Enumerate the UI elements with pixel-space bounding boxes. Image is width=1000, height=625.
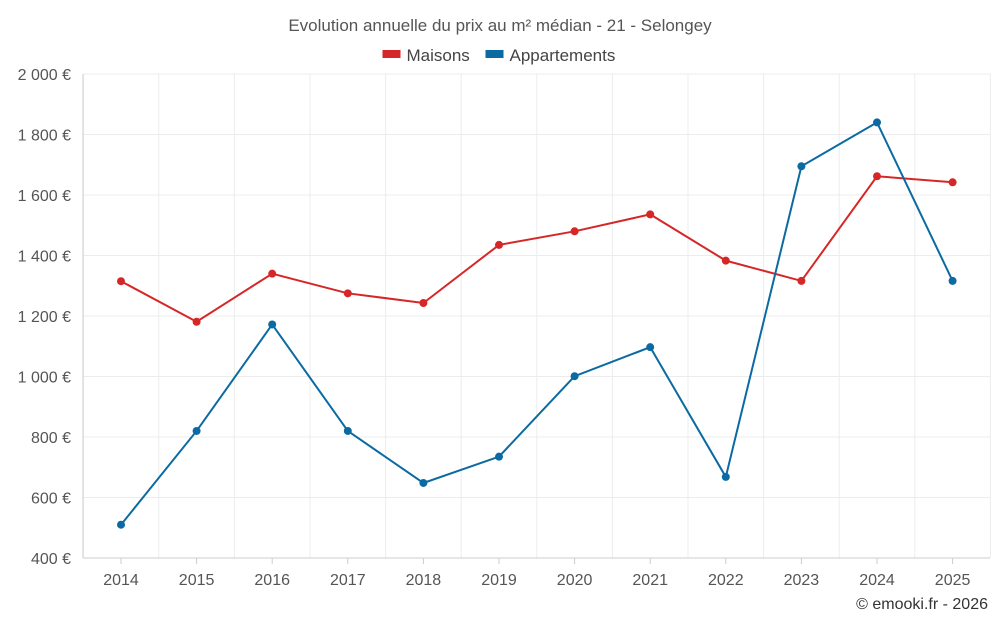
data-point-maisons <box>495 240 503 249</box>
data-point-appartements <box>117 520 125 529</box>
data-point-maisons <box>117 277 125 286</box>
data-point-appartements <box>268 320 277 329</box>
axes: 400 € 600 € 800 € 1 000 € 1 200 € 1 400 € 1 60… <box>18 67 990 589</box>
x-tick-label: 2024 <box>859 572 895 589</box>
data-point-maisons <box>570 227 579 236</box>
y-tick-label: 400 € <box>31 551 71 568</box>
x-tick-label: 2019 <box>481 572 517 589</box>
y-tick-label: 1 200 € <box>18 309 71 326</box>
x-tick-label: 2014 <box>103 572 139 589</box>
y-tick-label: 1 600 € <box>18 188 71 205</box>
legend-swatch-appartements <box>485 50 504 58</box>
data-point-appartements <box>948 276 957 285</box>
grid <box>82 73 991 558</box>
legend-label-appartements: Appartements <box>510 46 616 65</box>
series-line-appartements <box>120 120 954 526</box>
series-layer <box>117 118 957 529</box>
data-point-appartements <box>192 426 201 435</box>
y-tick-label: 2 000 € <box>18 67 71 84</box>
data-point-maisons <box>873 172 881 181</box>
x-tick-label: 2022 <box>708 572 744 589</box>
data-point-maisons <box>419 298 428 307</box>
data-point-maisons <box>948 178 957 187</box>
legend: Maisons Appartements <box>382 46 616 65</box>
y-tick-label: 1 800 € <box>18 128 71 145</box>
data-point-appartements <box>343 426 352 435</box>
credit-text: © emooki.fr - 2026 <box>856 596 988 613</box>
data-point-appartements <box>721 472 730 481</box>
x-tick-label: 2021 <box>632 572 668 589</box>
data-point-maisons <box>192 317 201 326</box>
chart-title: Evolution annuelle du prix au m² médian … <box>288 16 712 35</box>
data-point-maisons <box>343 289 352 298</box>
y-tick-label: 1 400 € <box>18 249 71 266</box>
x-tick-label: 2015 <box>179 572 215 589</box>
data-point-appartements <box>419 478 428 487</box>
data-point-maisons <box>721 256 730 265</box>
data-point-appartements <box>646 343 655 352</box>
data-point-appartements <box>495 452 503 461</box>
data-point-maisons <box>797 276 806 285</box>
data-point-maisons <box>646 210 655 219</box>
x-tick-label: 2016 <box>254 572 290 589</box>
data-point-appartements <box>570 372 579 381</box>
y-tick-label: 800 € <box>31 430 71 447</box>
legend-swatch-maisons <box>382 50 401 58</box>
x-tick-label: 2025 <box>935 572 971 589</box>
x-tick-label: 2017 <box>330 572 366 589</box>
series-line-maisons <box>120 175 953 323</box>
x-tick-label: 2023 <box>784 572 820 589</box>
x-tick-label: 2020 <box>557 572 593 589</box>
x-tick-label: 2018 <box>406 572 442 589</box>
data-point-maisons <box>268 269 277 278</box>
y-tick-label: 600 € <box>31 491 71 508</box>
y-tick-label: 1 000 € <box>18 370 71 387</box>
data-point-appartements <box>797 162 806 171</box>
legend-label-maisons: Maisons <box>407 46 470 65</box>
data-point-appartements <box>873 118 881 127</box>
